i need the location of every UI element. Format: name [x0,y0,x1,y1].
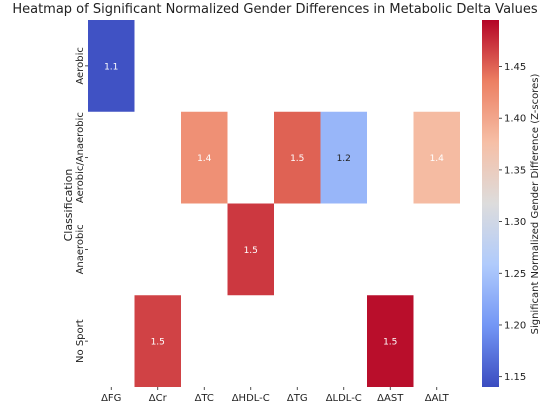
heatmap-cells: 1.1 1.4 1.5 1.2 1.4 1.5 1.5 1.5 [88,20,460,387]
heatmap-cell [320,111,367,204]
heatmap-cell [367,295,414,387]
x-tick-label: ΔALT [425,393,450,404]
heatmap-cell [274,111,321,204]
y-axis-label: Classification [62,169,75,242]
cell-value-label: 1.1 [104,62,118,72]
colorbar-tick-label: 1.40 [504,114,526,125]
heatmap-cell [227,203,274,296]
x-tick-label: ΔLDL-C [326,393,362,404]
colorbar-tick-label: 1.25 [504,269,526,280]
cell-value-label: 1.4 [430,154,445,164]
heatmap-cell [88,20,135,112]
x-tick-label: ΔTG [287,393,308,404]
y-tick-label: Aerobic/Anaerobic [75,112,86,203]
cell-value-label: 1.5 [290,154,304,164]
cell-value-label: 1.5 [383,338,397,348]
colorbar-ticks: 1.15 1.20 1.25 1.30 1.35 1.40 1.45 [499,62,526,383]
cell-value-label: 1.4 [197,154,212,164]
x-tick-label: ΔTC [195,393,214,404]
colorbar-tick-label: 1.15 [504,372,526,383]
y-tick-label: Anaerobic [75,224,86,274]
heatmap-cell [134,295,181,387]
colorbar-tick-label: 1.20 [504,320,526,331]
cell-value-label: 1.2 [337,154,351,164]
x-tick-label: ΔAST [377,393,404,404]
x-axis-ticks: ΔFG ΔCr ΔTC ΔHDL-C ΔTG ΔLDL-C ΔAST ΔALT [101,387,450,404]
colorbar [482,20,499,387]
y-axis-ticks: Aerobic Aerobic/Anaerobic Anaerobic No Spor… [75,47,88,363]
cell-value-label: 1.5 [151,338,165,348]
x-tick-label: ΔCr [149,393,168,404]
y-tick-label: No Sport [75,319,86,363]
colorbar-tick-label: 1.30 [504,217,526,228]
colorbar-label: Significant Normalized Gender Difference… [530,74,541,335]
heatmap-cell [181,111,228,204]
chart-title: Heatmap of Significant Normalized Gender… [12,2,538,17]
x-tick-label: ΔHDL-C [232,393,270,404]
colorbar-tick-label: 1.35 [504,165,526,176]
x-tick-label: ΔFG [101,393,121,404]
heatmap-cell [413,111,460,204]
y-tick-label: Aerobic [75,47,86,84]
colorbar-tick-label: 1.45 [504,62,526,73]
cell-value-label: 1.5 [244,246,258,256]
